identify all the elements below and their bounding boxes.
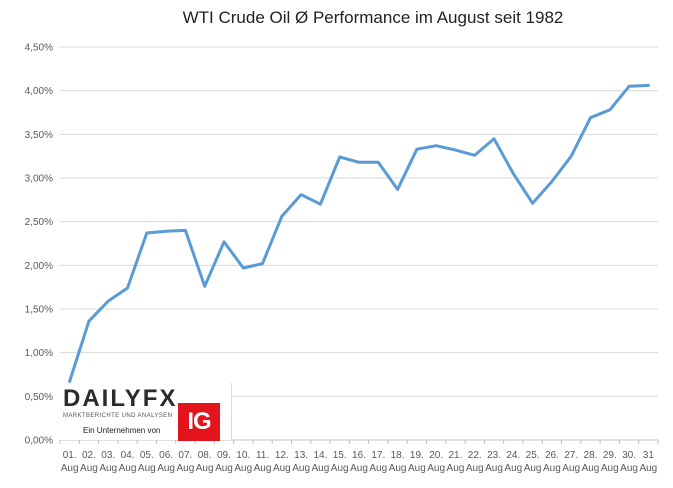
x-tick-label: 27. Aug: [562, 450, 580, 474]
y-tick-label: 0,00%: [25, 436, 53, 447]
x-tick-label: 29. Aug: [601, 450, 619, 474]
x-tick-label: 10. Aug: [234, 450, 252, 474]
y-tick-label: 2,00%: [25, 261, 53, 272]
y-tick-label: 2,50%: [25, 217, 53, 228]
x-tick-label: 24. Aug: [504, 450, 522, 474]
x-tick-label: 12. Aug: [273, 450, 291, 474]
x-tick-label: 01. Aug: [61, 450, 79, 474]
x-tick-label: 28. Aug: [582, 450, 600, 474]
x-tick-label: 16. Aug: [350, 450, 368, 474]
dailyfx-wordmark: DAILYFX: [63, 385, 178, 412]
x-tick-label: 15. Aug: [331, 450, 349, 474]
x-tick-label: 31 Aug: [639, 450, 657, 474]
dailyfx-tagline: MARKTBERICHTE UND ANALYSEN: [63, 413, 173, 419]
x-tick-label: 09. Aug: [215, 450, 233, 474]
x-tick-label: 25. Aug: [524, 450, 542, 474]
x-tick-label: 20. Aug: [427, 450, 445, 474]
x-tick-label: 02. Aug: [80, 450, 98, 474]
x-tick-label: 05. Aug: [138, 450, 156, 474]
x-tick-label: 17. Aug: [369, 450, 387, 474]
x-tick-label: 07. Aug: [176, 450, 194, 474]
y-tick-label: 4,00%: [25, 86, 53, 97]
x-tick-label: 21. Aug: [447, 450, 465, 474]
x-tick-label: 04. Aug: [119, 450, 137, 474]
x-tick-label: 14. Aug: [312, 450, 330, 474]
y-axis-ticks: 0,00% 0,50% 1,00% 1,50% 2,00% 2,50% 3,00% 3,50%…: [25, 43, 53, 447]
x-tick-label: 13. Aug: [292, 450, 310, 474]
y-tick-label: 3,50%: [25, 130, 53, 141]
x-tick-label: 18. Aug: [389, 450, 407, 474]
x-tick-label: 22. Aug: [466, 450, 484, 474]
x-tick-label: 26. Aug: [543, 450, 561, 474]
x-tick-label: 19. Aug: [408, 450, 426, 474]
dailyfx-logo: DAILYFX MARKTBERICHTE UND ANALYSEN Ein U…: [57, 383, 232, 441]
y-tick-label: 0,50%: [25, 392, 53, 403]
x-tick-label: 30. Aug: [620, 450, 638, 474]
series-lines: [68, 83, 650, 383]
x-tick-label: 08. Aug: [196, 450, 214, 474]
y-tick-label: 1,50%: [25, 305, 53, 316]
x-tick-label: 06. Aug: [157, 450, 175, 474]
x-tick-label: 23. Aug: [485, 450, 503, 474]
y-tick-label: 4,50%: [25, 43, 53, 54]
gridlines: [60, 46, 658, 441]
y-tick-label: 3,00%: [25, 174, 53, 185]
y-tick-label: 1,00%: [25, 348, 53, 359]
series-line: [68, 83, 650, 383]
chart-title: WTI Crude Oil Ø Performance im August se…: [183, 8, 564, 27]
company-caption: Ein Unternehmen von: [83, 426, 161, 435]
x-tick-label: 11. Aug: [254, 450, 272, 474]
x-tick-label: 03. Aug: [99, 450, 117, 474]
ig-logo-badge: IG: [178, 403, 220, 441]
